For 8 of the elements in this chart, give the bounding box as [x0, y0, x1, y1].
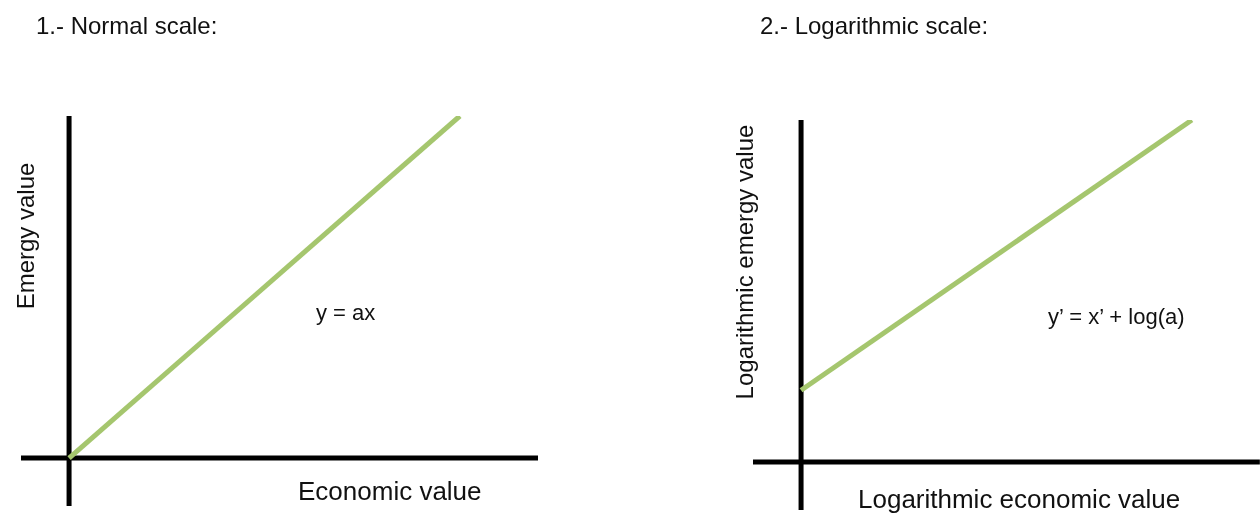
chart-title: 2.- Logarithmic scale: [760, 12, 989, 39]
chart-title: 1.- Normal scale: [36, 12, 218, 39]
x-axis-title: Economic value [298, 476, 482, 506]
y-axis-title: Emergy value [12, 162, 39, 310]
x-axis-title: Logarithmic economic value [858, 484, 1181, 514]
y-axis-title: Logarithmic emergy value [731, 124, 758, 400]
annotation: y’ = x’ + log(a) [1048, 304, 1185, 329]
annotation: y = ax [316, 300, 376, 325]
